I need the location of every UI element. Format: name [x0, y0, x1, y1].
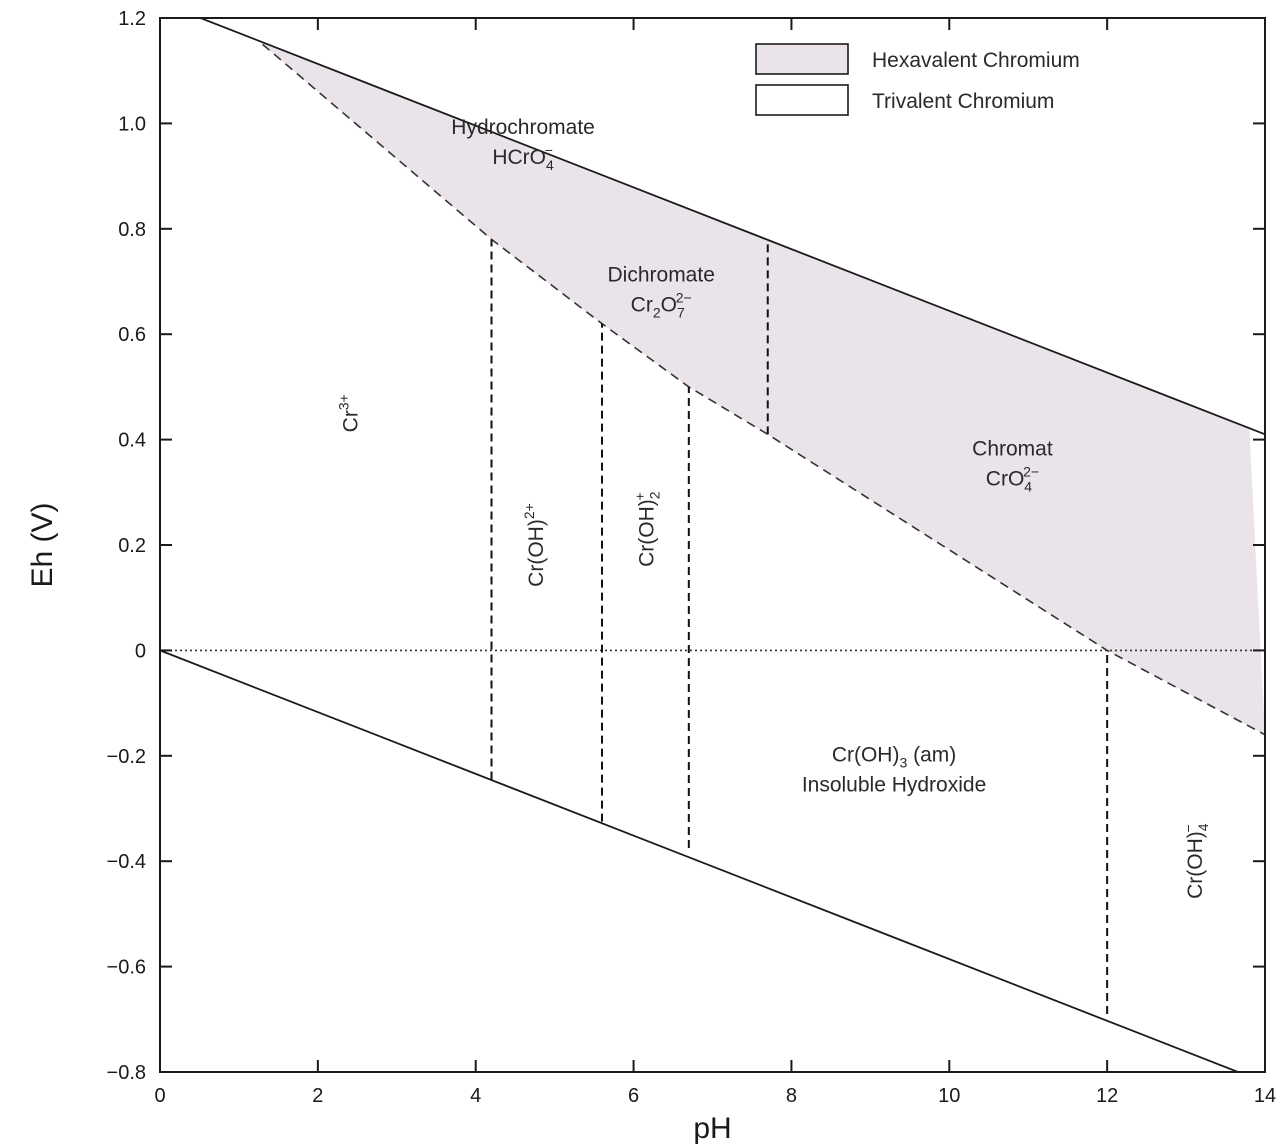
y-tick-label: −0.8	[107, 1062, 146, 1084]
species-formula: Cr(OH)2+	[631, 491, 662, 567]
x-tick-label: 4	[470, 1085, 481, 1107]
formula-sub: 4	[1024, 478, 1032, 494]
region-label-croh2plus: Cr(OH)2+	[521, 503, 548, 587]
region-name: Insoluble Hydroxide	[802, 774, 986, 797]
region-label-dichromate: Dichromate Cr2O72−	[608, 264, 715, 321]
x-tick-label: 2	[312, 1085, 323, 1107]
species-formula: HCrO4−	[492, 142, 554, 173]
region-label-hydrochromate: Hydrochromate HCrO4−	[451, 116, 595, 173]
region-name: Dichromate	[608, 264, 715, 287]
y-axis-title: Eh (V)	[26, 502, 59, 587]
formula-base: Cr(OH)	[1184, 831, 1207, 899]
y-tick-label: 0.2	[118, 535, 146, 557]
formula-mid: O	[661, 294, 677, 317]
upper-water-line	[197, 18, 1265, 436]
region-name: Hydrochromate	[451, 116, 595, 139]
species-formula: Cr2O72−	[631, 290, 692, 321]
x-tick-label: 8	[786, 1085, 797, 1107]
x-tick-label: 10	[938, 1085, 960, 1107]
plot-area	[160, 18, 1265, 1072]
y-tick-label: 0	[135, 640, 146, 662]
formula-base: Cr	[631, 294, 653, 317]
species-formula: Cr3+	[335, 394, 362, 432]
x-tick-label: 6	[628, 1085, 639, 1107]
formula-sub: 4	[1195, 823, 1211, 831]
region-name: Chromat	[972, 437, 1053, 460]
y-tick-label: −0.6	[107, 957, 146, 979]
x-tick-label: 12	[1096, 1085, 1118, 1107]
legend-label: Trivalent Chromium	[872, 90, 1054, 113]
species-formula: Cr(OH)4−	[1180, 823, 1211, 899]
y-tick-label: 0.6	[118, 324, 146, 346]
formula-tail: (am)	[907, 744, 956, 767]
formula-base: HCrO	[492, 146, 546, 169]
legend-label: Hexavalent Chromium	[872, 49, 1080, 72]
legend-entry: Trivalent Chromium	[755, 84, 1054, 116]
formula-sup: 2−	[1023, 463, 1039, 479]
hexavalent-region	[262, 42, 1265, 735]
formula-base: Cr(OH)	[832, 744, 900, 767]
species-formula: CrO42−	[986, 463, 1039, 494]
formula-base: Cr(OH)	[525, 519, 548, 587]
legend-entry: Hexavalent Chromium	[755, 43, 1080, 75]
y-tick-label: 1.0	[118, 113, 146, 135]
x-tick-label: 14	[1254, 1085, 1276, 1107]
y-tick-label: 0.8	[118, 219, 146, 241]
region-label-croh4: Cr(OH)4−	[1180, 823, 1211, 899]
formula-sub: 3	[899, 755, 907, 771]
formula-sup: −	[1180, 824, 1196, 832]
formula-base: Cr(OH)	[635, 499, 658, 567]
formula-base: Cr	[339, 410, 362, 432]
formula-sub: 2	[646, 491, 662, 499]
formula-sub: 4	[546, 157, 554, 173]
formula-sup: −	[545, 142, 553, 158]
species-formula: Cr(OH)2+	[521, 503, 548, 587]
species-formula: Cr(OH)3 (am)	[832, 744, 956, 771]
formula-sup: 2−	[676, 290, 692, 306]
region-label-cr3: Cr3+	[335, 394, 362, 432]
region-label-croh3: Cr(OH)3 (am) Insoluble Hydroxide	[802, 744, 986, 797]
legend-swatch	[755, 84, 849, 116]
lower-water-line	[160, 649, 1241, 1072]
formula-sub2: 7	[677, 305, 685, 321]
formula-sup: 2+	[521, 503, 537, 519]
y-tick-label: 1.2	[118, 8, 146, 30]
formula-base: CrO	[986, 467, 1025, 490]
region-label-croh2: Cr(OH)2+	[631, 491, 662, 567]
x-tick-label: 0	[154, 1085, 165, 1107]
formula-sub: 2	[653, 305, 661, 321]
y-tick-label: −0.2	[107, 746, 146, 768]
legend-swatch	[755, 43, 849, 75]
region-label-chromate: Chromat CrO42−	[972, 437, 1053, 494]
y-tick-label: 0.4	[118, 430, 146, 452]
formula-sup: +	[631, 492, 647, 500]
x-axis-title: pH	[693, 1112, 731, 1145]
y-tick-label: −0.4	[107, 851, 146, 873]
formula-sup: 3+	[335, 394, 351, 410]
